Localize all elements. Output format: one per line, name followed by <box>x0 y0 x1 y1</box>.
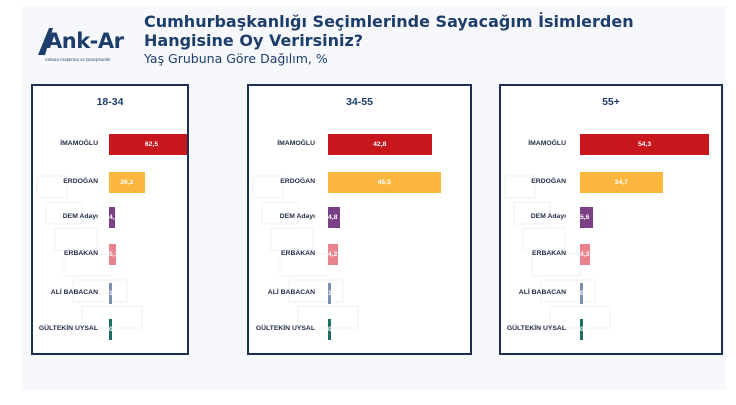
data-label: 34,7 <box>614 179 628 186</box>
data-label: 0,3 <box>580 326 590 333</box>
category-label: ERDOĞAN <box>531 178 566 185</box>
category-label: GÜLTEKİN UYSAL <box>38 325 98 332</box>
category-label: DEM Adayı <box>62 213 98 220</box>
category-label: ERBAKAN <box>64 250 98 257</box>
data-label: 5,1 <box>109 251 119 258</box>
logo-wordmark: Ank-Ar <box>46 29 124 53</box>
panel-title: 18-34 <box>96 96 124 108</box>
bar-mark: 0,5 <box>328 319 337 340</box>
bar-mark: 42,8 <box>328 134 432 155</box>
data-label: 62,5 <box>144 141 159 148</box>
category-label: DEM Adayı <box>279 213 315 220</box>
logo-triangle-icon <box>38 28 53 55</box>
data-label: 26,2 <box>120 179 134 186</box>
bar-mark: 4,3 <box>580 244 591 265</box>
data-label: 0,1 <box>109 326 119 333</box>
data-label: 1,6 <box>109 290 119 297</box>
panel-age-18-34: 18-34 İMAMOĞLU 62,5 ERDOĞAN 26,2 DEM Adayı 4,… <box>31 84 189 355</box>
bar-mark: 4,8 <box>328 207 340 228</box>
data-label: 42,8 <box>373 141 387 148</box>
chart-subtitle: Yaş Grubuna Göre Dağılım, % <box>144 51 328 66</box>
category-label: İMAMOĞLU <box>60 140 98 147</box>
chart-title-line-1: Cumhurbaşkanlığı Seçimlerinde Sayacağım … <box>144 12 634 31</box>
bar-mark: 54,3 <box>580 134 710 155</box>
data-label: 0,5 <box>328 326 338 333</box>
category-label: ERBAKAN <box>281 250 315 257</box>
data-label: 0,8 <box>580 290 590 297</box>
bar-mark: 4,5 <box>109 207 119 228</box>
bar-mark: 0,3 <box>580 319 589 340</box>
data-label: 54,3 <box>637 141 652 148</box>
bar-mark: 0,1 <box>109 319 118 340</box>
chart-title: Cumhurbaşkanlığı Seçimlerinde Sayacağım … <box>144 12 704 50</box>
category-label: ERBAKAN <box>532 250 566 257</box>
bar-mark: 26,2 <box>109 172 145 193</box>
category-label: İMAMOĞLU <box>277 140 315 147</box>
category-label: ERDOĞAN <box>63 178 98 185</box>
bar-mark: 5,6 <box>580 207 594 228</box>
panel-title: 55+ <box>602 96 620 108</box>
panel-age-55-plus: 55+ İMAMOĞLU 54,3 ERDOĞAN 34,7 DEM Adayı 5,6 E… <box>499 84 723 355</box>
bar-mark: 62,5 <box>109 134 187 155</box>
bar-mark: 46,5 <box>328 172 441 193</box>
panel-background-pattern <box>252 175 359 329</box>
bar-mark: 1,6 <box>109 283 118 304</box>
data-label: 1,2 <box>328 290 338 297</box>
bar-mark: 1,2 <box>328 283 337 304</box>
chart-title-line-2: Hangisine Oy Verirsiniz? <box>144 31 364 50</box>
data-label: 4,8 <box>328 214 338 221</box>
data-label: 4,5 <box>109 214 119 221</box>
data-label: 46,5 <box>377 179 391 186</box>
panel-background-pattern <box>36 175 143 329</box>
category-label: ALİ BABACAN <box>267 289 315 296</box>
panel-background-pattern <box>504 175 611 329</box>
panel-title: 34-55 <box>346 96 373 108</box>
category-label: GÜLTEKİN UYSAL <box>255 325 315 332</box>
data-label: 4,2 <box>328 251 338 258</box>
category-label: ALİ BABACAN <box>518 289 566 296</box>
data-label: 5,6 <box>580 214 590 221</box>
bar-mark: 5,1 <box>109 244 119 265</box>
category-label: ERDOĞAN <box>280 178 315 185</box>
logo-tagline: Ankara Araştırma ve Danışmanlık <box>45 57 111 62</box>
category-label: DEM Adayı <box>530 213 566 220</box>
category-label: ALİ BABACAN <box>50 289 98 296</box>
category-label: İMAMOĞLU <box>528 140 566 147</box>
bar-mark: 4,2 <box>328 244 339 265</box>
brand-logo: Ank-Ar Ankara Araştırma ve Danışmanlık <box>36 26 136 66</box>
bar-mark: 34,7 <box>580 172 663 193</box>
category-label: GÜLTEKİN UYSAL <box>506 325 566 332</box>
data-label: 4,3 <box>580 251 590 258</box>
panel-age-34-55: 34-55 İMAMOĞLU 42,8 ERDOĞAN 46,5 DEM Adayı 4,… <box>247 84 472 355</box>
bar-mark: 0,8 <box>580 283 589 304</box>
